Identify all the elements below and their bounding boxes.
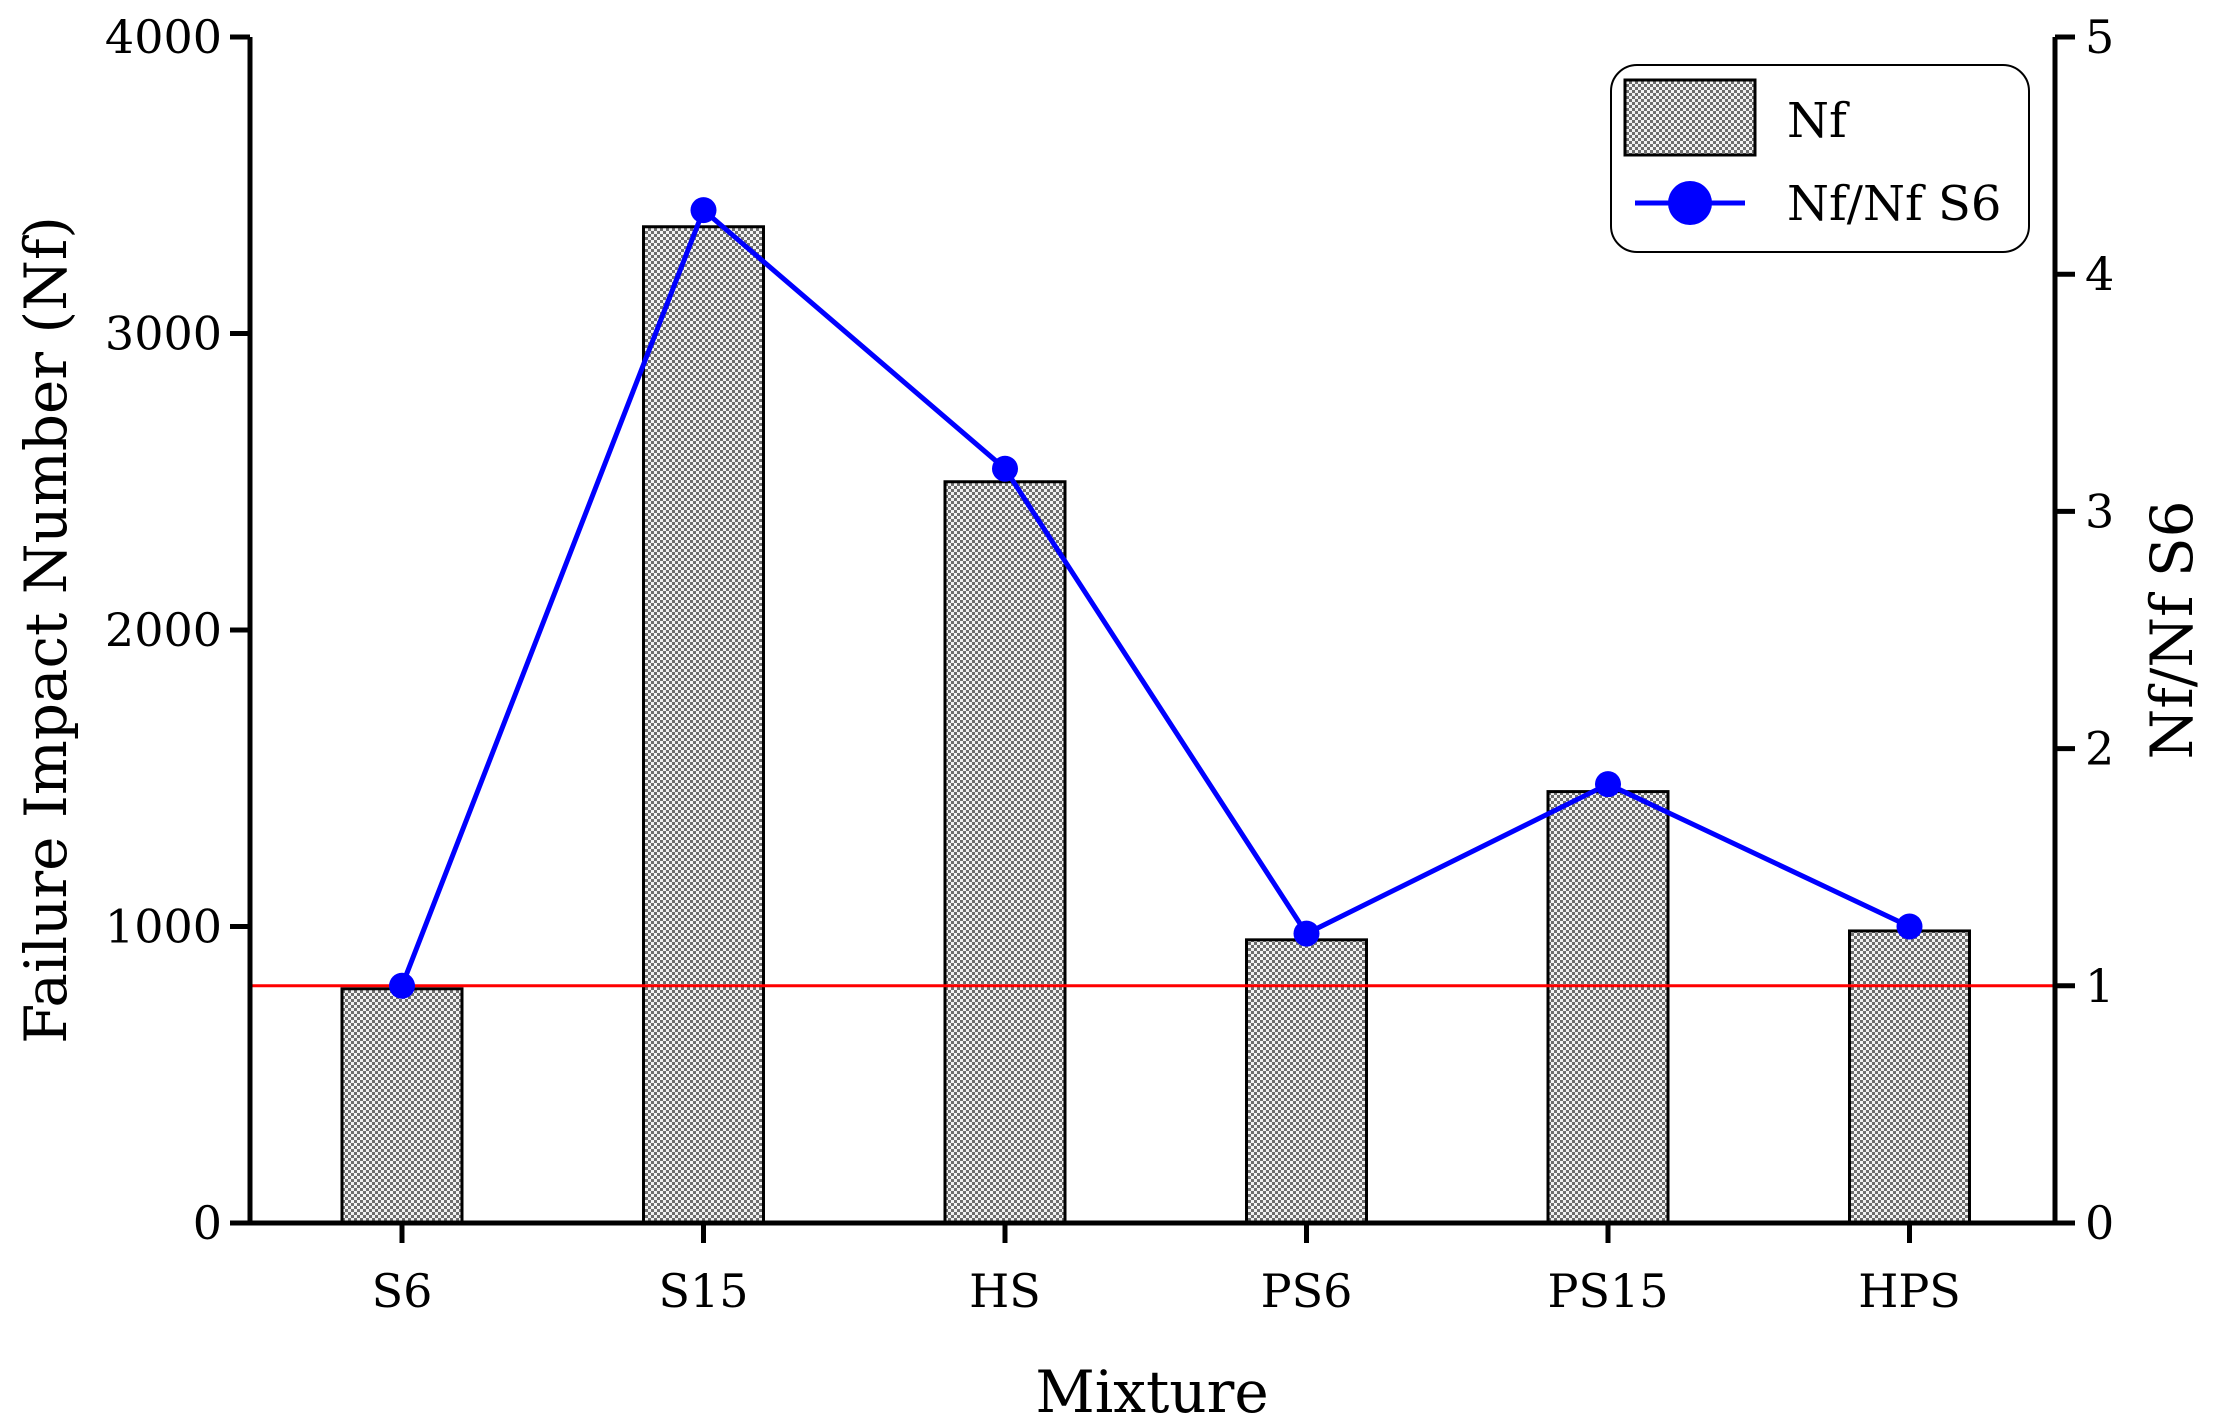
y2-tick-label: 1 xyxy=(2085,959,2114,1013)
y-tick-label: 4000 xyxy=(105,10,222,64)
x-tick-label-ps15: PS15 xyxy=(1548,1264,1669,1318)
y-tick-label: 2000 xyxy=(105,603,222,657)
ratio-point-ps6 xyxy=(1293,920,1320,947)
bar-hps xyxy=(1848,929,1971,1225)
legend-marker-ratio xyxy=(1668,181,1712,225)
x-axis-title: Mixture xyxy=(1035,1358,1268,1426)
ratio-line-layer xyxy=(389,197,1923,999)
x-tick-label-hps: HPS xyxy=(1858,1264,1961,1318)
x-tick-label-s6: S6 xyxy=(372,1264,433,1318)
ratio-point-s15 xyxy=(690,197,717,224)
y-tick-label: 3000 xyxy=(105,307,222,361)
y-tick-label: 1000 xyxy=(105,900,222,954)
legend-label-nf: Nf xyxy=(1787,93,1850,149)
ticks-layer: 0 1000 2000 3000 4000 0 1 2 3 4 5 S6 S15 HS PS6 PS15 HPS xyxy=(105,10,2114,1318)
y-tick-label: 0 xyxy=(193,1196,222,1250)
x-tick-label-ps6: PS6 xyxy=(1261,1264,1353,1318)
x-tick-label-hs: HS xyxy=(969,1264,1041,1318)
bar-ps15 xyxy=(1546,790,1670,1225)
y-axis-title: Failure Impact Number (Nf) xyxy=(12,216,80,1044)
y2-axis-title: Nf/Nf S6 xyxy=(2138,500,2206,759)
ratio-series-line xyxy=(399,207,1911,987)
bar-hs xyxy=(943,480,1067,1225)
legend-swatch-nf xyxy=(1623,78,1757,157)
ratio-point-ps15 xyxy=(1595,771,1621,798)
bar-ps6 xyxy=(1245,938,1368,1225)
x-tick-label-s15: S15 xyxy=(658,1264,748,1318)
y2-tick-label: 0 xyxy=(2085,1196,2114,1250)
ratio-point-s6 xyxy=(389,972,415,999)
bar-s6 xyxy=(340,987,464,1225)
y2-tick-label: 4 xyxy=(2085,247,2114,301)
legend-label-ratio: Nf/Nf S6 xyxy=(1787,176,2001,232)
y2-tick-label: 2 xyxy=(2085,722,2114,776)
ratio-point-hps xyxy=(1896,913,1923,940)
legend: Nf Nf/Nf S6 xyxy=(1610,64,2030,253)
y2-tick-label: 3 xyxy=(2085,484,2114,538)
y2-tick-label: 5 xyxy=(2085,10,2114,64)
bars-layer xyxy=(340,225,1971,1225)
bar-s15 xyxy=(642,225,765,1225)
ratio-point-hs xyxy=(992,455,1018,482)
